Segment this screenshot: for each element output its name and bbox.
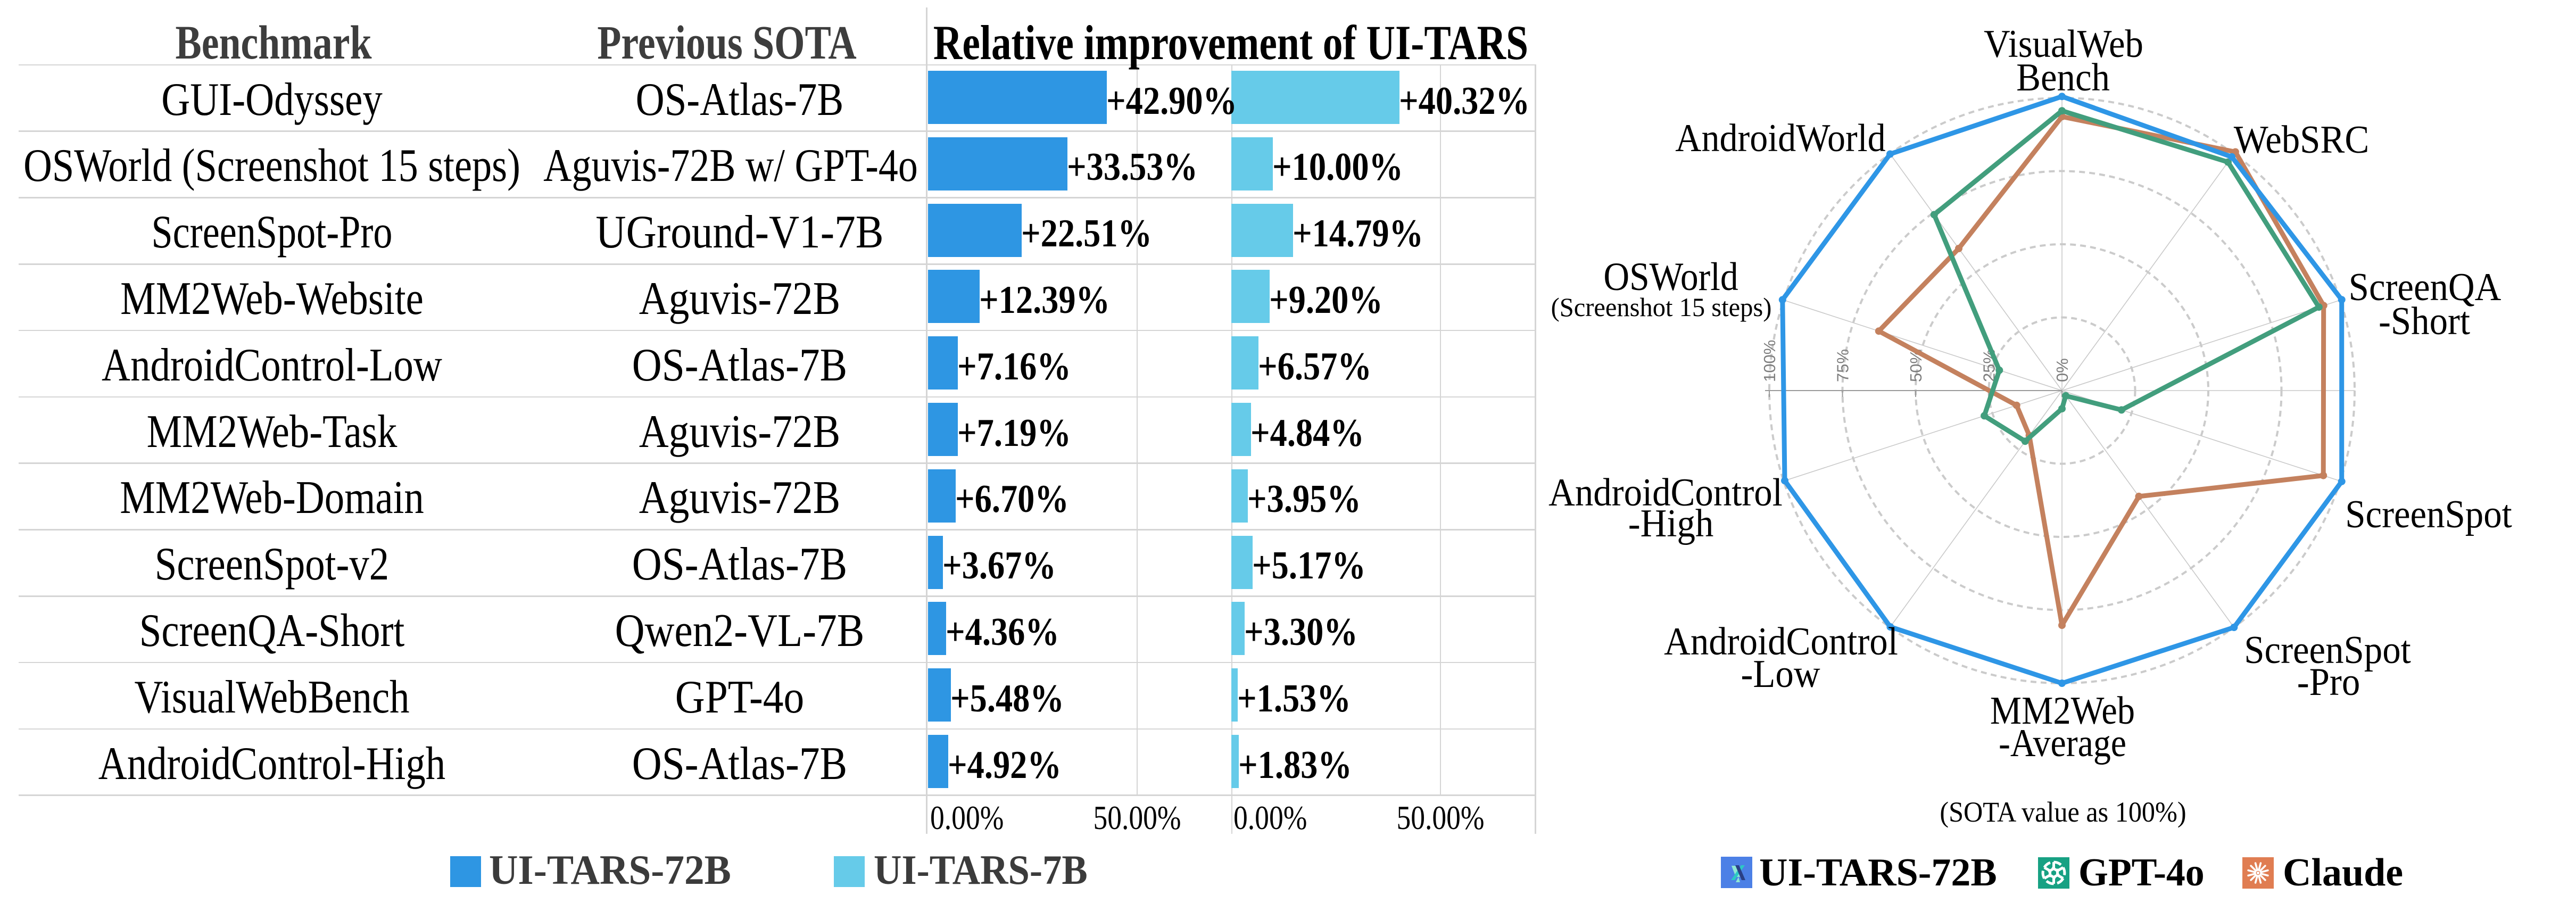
svg-text:100%: 100% (1760, 340, 1779, 382)
svg-text:75%: 75% (1834, 349, 1852, 382)
svg-text:0%: 0% (2053, 358, 2072, 382)
